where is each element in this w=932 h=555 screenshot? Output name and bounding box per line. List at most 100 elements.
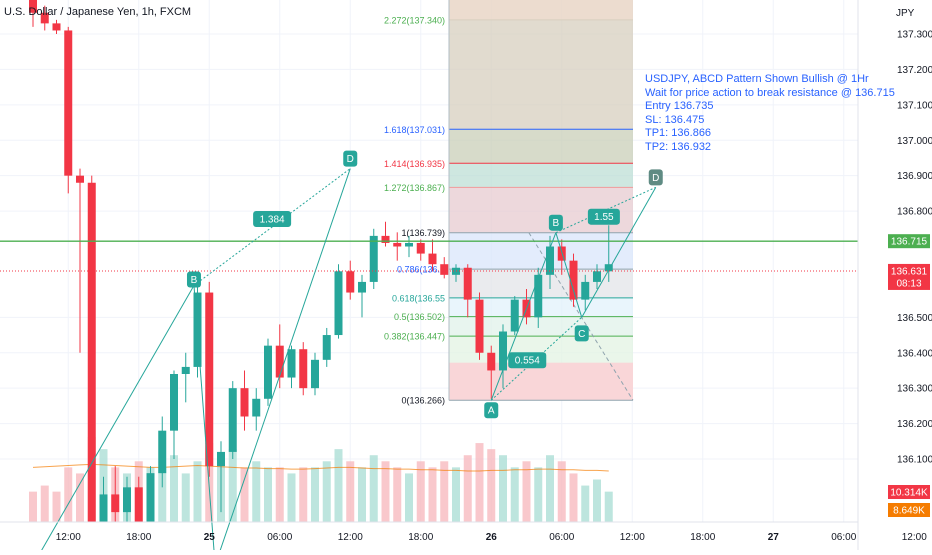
candle-body: [134, 487, 143, 522]
fib-level-label: 0.5(136.502): [394, 312, 445, 322]
abcd-point-D: D: [343, 150, 358, 167]
note-line: USDJPY, ABCD Pattern Shown Bullish @ 1Hr: [645, 73, 869, 85]
tag-background: [888, 485, 930, 499]
fib-level-label: 0.786(136.6: [397, 265, 445, 275]
note-line: Entry 136.735: [645, 100, 714, 112]
volume-bar: [181, 473, 190, 522]
fib-band: [449, 163, 633, 188]
candle-body: [604, 264, 613, 272]
abcd-ratio-badge: 1.55: [587, 208, 620, 225]
volume-bar: [311, 467, 319, 522]
currency-label: JPY: [896, 8, 915, 19]
note-line: SL: 136.475: [645, 113, 705, 126]
badge-label: D: [347, 154, 354, 165]
volume-bar: [428, 467, 437, 522]
time-tick-label: 12:00: [620, 532, 645, 543]
abcd-point-D: D: [648, 169, 663, 186]
volume-bar: [405, 473, 413, 522]
candle-body: [99, 494, 108, 522]
price-tick-label: 136.900: [897, 171, 932, 182]
candle-body: [534, 274, 543, 318]
fib-band: [449, 0, 633, 20]
fib-level-label: 0(136.266): [401, 396, 445, 406]
volume-bar: [581, 485, 590, 522]
fib-level-label: 0.382(136.447): [384, 332, 445, 342]
volume-bar: [475, 443, 484, 522]
volume-bar: [346, 461, 355, 522]
fib-band: [449, 129, 633, 164]
badge-label: A: [488, 406, 495, 417]
price-tick-label: 136.100: [897, 455, 932, 466]
candle-body: [510, 299, 519, 332]
abcd-leg: [218, 168, 351, 555]
candle-body: [393, 242, 402, 247]
volume-bar: [604, 491, 613, 522]
candle-body: [287, 349, 296, 378]
candle-body: [170, 374, 178, 431]
volume-bar: [463, 455, 472, 522]
badge-background: [186, 271, 201, 288]
badge-label: 1.55: [594, 212, 614, 223]
volume-bar: [499, 455, 507, 522]
abcd-ratio-line: [193, 168, 351, 286]
badge-label: C: [578, 329, 585, 340]
candle-body: [205, 292, 214, 467]
volume-bar: [264, 467, 272, 522]
note-line: TP1: 136.866: [645, 127, 712, 139]
candle-body: [358, 281, 366, 293]
badge-background: [587, 208, 620, 225]
tag-label: 10.314K: [890, 488, 928, 499]
volume-bar: [381, 461, 390, 522]
candle-body: [346, 271, 355, 293]
tag-background: [888, 263, 930, 290]
time-tick-label: 18:00: [408, 532, 433, 543]
fib-band-stop-loss: [449, 362, 633, 401]
candle-body: [369, 235, 378, 282]
volume-bar: [275, 467, 284, 522]
candle-body: [381, 235, 390, 243]
volume-value-tag: 10.314K: [888, 485, 930, 499]
candle-body: [428, 253, 437, 265]
volume-bar: [64, 467, 73, 522]
fib-level-label: 1(136.739): [401, 228, 445, 238]
volume-bar: [557, 461, 566, 522]
abcd-point-B: B: [186, 271, 201, 288]
candle-body: [240, 388, 249, 417]
time-tick-label: 26: [486, 532, 498, 543]
volume-bar: [522, 461, 531, 522]
abcd-ratio-badge: 0.554: [508, 352, 547, 369]
volume-moving-average: [32, 463, 609, 472]
volume-bar: [76, 473, 84, 522]
candle-body: [264, 345, 272, 399]
candle-body: [146, 473, 155, 522]
candle-body: [76, 175, 84, 183]
fib-band: [449, 232, 633, 270]
badge-background: [343, 150, 358, 167]
time-tick-label: 18:00: [690, 532, 715, 543]
volume-bar: [322, 461, 331, 522]
time-tick-label: 27: [768, 532, 780, 543]
fib-band: [449, 19, 633, 130]
abcd-leg: [581, 187, 657, 318]
candle-body: [29, 0, 37, 13]
price-tick-label: 137.200: [897, 65, 932, 76]
note-line: Wait for price action to break resistanc…: [645, 86, 895, 99]
candle-body: [463, 267, 472, 300]
volume-bar: [393, 467, 402, 522]
candle-body: [252, 398, 261, 417]
price-tick-label: 136.500: [897, 313, 932, 324]
fib-level-label: 1.618(137.031): [384, 125, 445, 135]
candle-body: [475, 299, 484, 353]
candle-body: [487, 352, 496, 371]
candle-body: [87, 182, 96, 522]
candle-body: [499, 331, 507, 371]
volume-bar: [416, 461, 425, 522]
resistance-price-tag: 136.715: [888, 234, 930, 249]
candle-body: [123, 487, 131, 513]
candle-body: [322, 335, 331, 360]
badge-label: 0.554: [515, 356, 540, 367]
tag-background: [888, 503, 930, 517]
